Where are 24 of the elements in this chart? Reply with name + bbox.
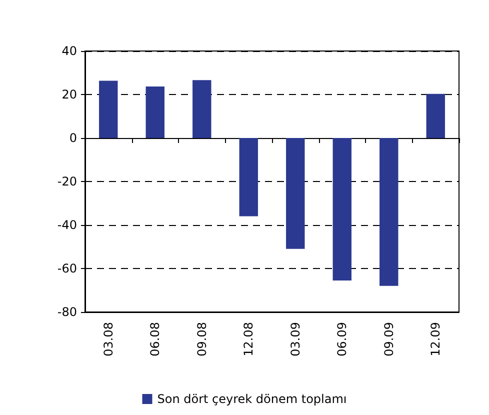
bar <box>146 86 164 138</box>
x-tick-label: 12.09 <box>428 322 443 356</box>
y-tick-label: 20 <box>62 88 77 102</box>
y-tick-label: -40 <box>57 218 77 232</box>
x-tick-label: 06.09 <box>335 322 350 356</box>
legend-label: Son dört çeyrek dönem toplamı <box>157 392 347 406</box>
x-tick-label: 03.09 <box>288 322 302 356</box>
bar <box>332 138 352 280</box>
bar <box>380 138 398 286</box>
bar <box>239 138 258 216</box>
x-tick-label: 03.08 <box>101 322 116 356</box>
y-tick-label: -60 <box>57 262 77 276</box>
bar <box>286 138 305 249</box>
x-tick-label: 06.08 <box>148 322 162 356</box>
bar <box>99 80 118 138</box>
x-tick-label: 09.09 <box>382 322 396 356</box>
y-tick-label: -20 <box>57 174 77 188</box>
bar <box>426 94 445 138</box>
y-tick-label: -80 <box>57 305 77 319</box>
y-tick-label: 40 <box>62 44 77 58</box>
x-tick-label: 12.08 <box>242 322 256 356</box>
y-tick-label: 0 <box>69 131 77 145</box>
bar <box>192 80 212 138</box>
x-tick-label: 09.08 <box>194 322 209 356</box>
